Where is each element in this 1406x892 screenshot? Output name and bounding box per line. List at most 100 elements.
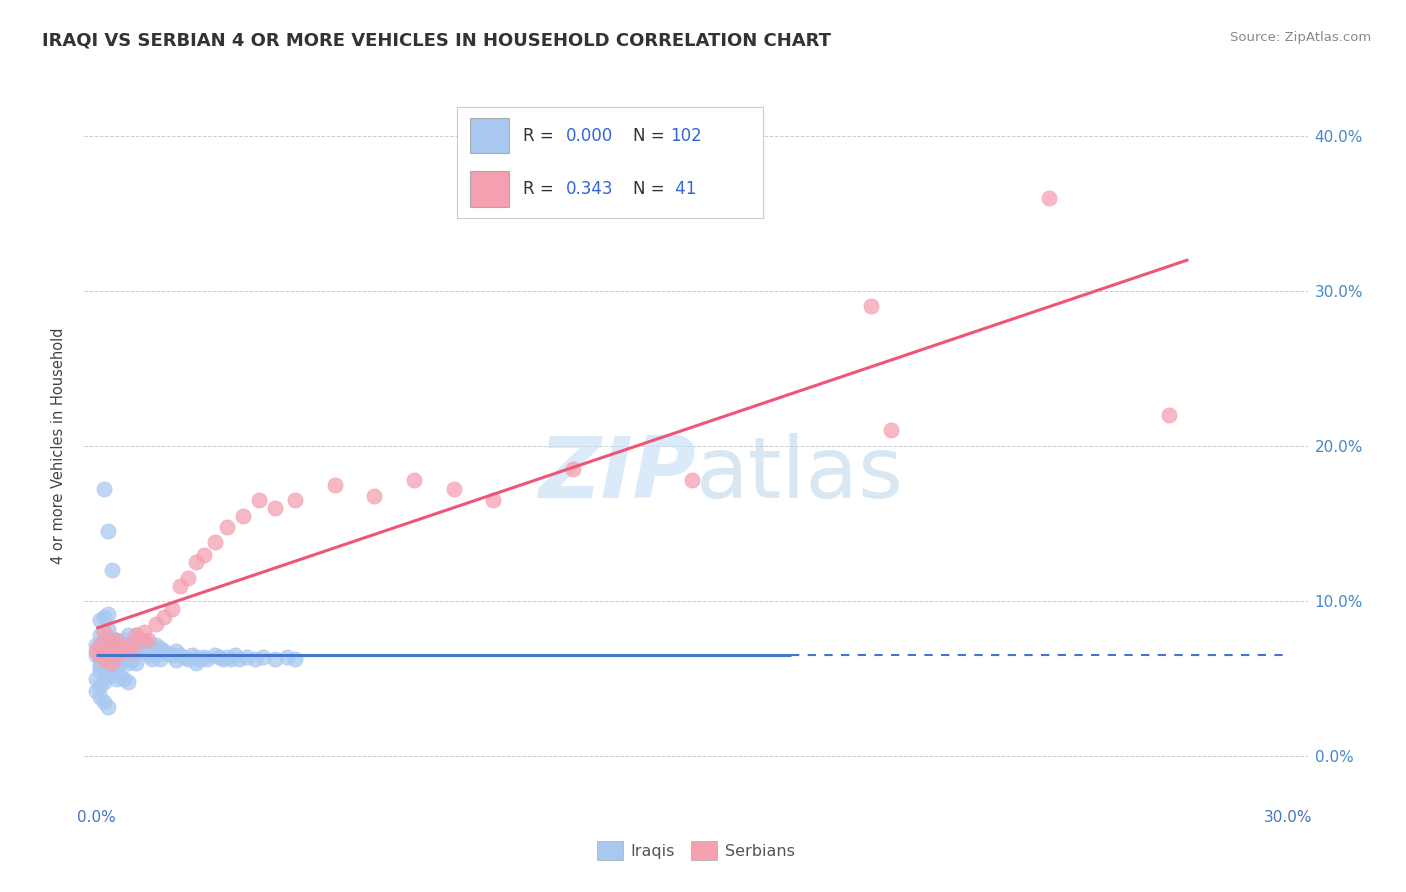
Point	[105, 648, 128, 663]
Point	[197, 651, 219, 665]
Point	[101, 640, 124, 655]
Text: ZIP: ZIP	[538, 433, 696, 516]
Point	[156, 647, 179, 661]
Point	[152, 644, 174, 658]
Point	[204, 535, 226, 549]
Point	[108, 640, 131, 655]
Point	[117, 674, 139, 689]
Point	[121, 644, 143, 658]
Point	[284, 493, 307, 508]
Point	[132, 625, 155, 640]
Point	[93, 653, 115, 667]
Point	[193, 548, 215, 562]
Point	[443, 483, 465, 497]
Point	[165, 653, 187, 667]
Point	[217, 519, 239, 533]
Point	[84, 638, 107, 652]
Point	[165, 644, 187, 658]
Point	[224, 648, 246, 663]
Point	[101, 656, 124, 670]
Point	[482, 493, 505, 508]
Point	[402, 473, 425, 487]
Point	[136, 648, 159, 663]
Point	[105, 653, 128, 667]
Point	[145, 617, 167, 632]
Point	[252, 650, 274, 665]
Point	[132, 645, 155, 659]
Text: 102: 102	[671, 127, 702, 145]
Point	[121, 653, 143, 667]
Point	[93, 664, 115, 678]
Point	[89, 638, 111, 652]
Point	[97, 699, 120, 714]
Point	[149, 640, 172, 655]
Point	[173, 650, 195, 665]
Point	[97, 659, 120, 673]
Point	[176, 571, 198, 585]
Point	[84, 644, 107, 658]
Point	[97, 524, 120, 539]
Point	[101, 656, 124, 670]
Point	[125, 628, 148, 642]
Point	[152, 609, 174, 624]
Point	[125, 656, 148, 670]
Point	[125, 647, 148, 661]
Point	[217, 650, 239, 665]
Point	[129, 632, 152, 647]
Point	[561, 462, 583, 476]
Point	[101, 664, 124, 678]
Point	[879, 424, 901, 438]
Point	[112, 653, 135, 667]
Point	[121, 634, 143, 648]
Point	[236, 650, 259, 665]
Point	[84, 672, 107, 686]
Point	[108, 656, 131, 670]
Point	[97, 668, 120, 682]
Point	[101, 665, 124, 680]
Point	[89, 659, 111, 673]
Point	[93, 674, 115, 689]
Point	[228, 651, 250, 665]
Point	[243, 651, 266, 665]
Text: 0.000: 0.000	[567, 127, 613, 145]
Point	[93, 695, 115, 709]
Text: N =: N =	[633, 127, 671, 145]
Point	[93, 648, 115, 663]
Point	[184, 555, 207, 569]
Point	[97, 648, 120, 663]
Point	[89, 628, 111, 642]
Point	[108, 668, 131, 682]
Point	[84, 648, 107, 663]
Point	[129, 632, 152, 647]
Point	[105, 662, 128, 676]
Point	[112, 644, 135, 658]
Point	[208, 650, 231, 665]
Legend: Iraqis, Serbians: Iraqis, Serbians	[591, 835, 801, 866]
Point	[93, 656, 115, 670]
Point	[276, 650, 298, 665]
Point	[681, 473, 703, 487]
Point	[101, 632, 124, 646]
Point	[1157, 408, 1180, 422]
Point	[89, 690, 111, 705]
Y-axis label: 4 or more Vehicles in Household: 4 or more Vehicles in Household	[51, 327, 66, 565]
Point	[89, 653, 111, 667]
Point	[101, 638, 124, 652]
Text: 0.343: 0.343	[567, 180, 613, 198]
Point	[105, 644, 128, 658]
Point	[93, 625, 115, 640]
Point	[108, 636, 131, 650]
Point	[97, 632, 120, 647]
Point	[129, 644, 152, 658]
Point	[232, 508, 254, 523]
Point	[93, 609, 115, 624]
Text: IRAQI VS SERBIAN 4 OR MORE VEHICLES IN HOUSEHOLD CORRELATION CHART: IRAQI VS SERBIAN 4 OR MORE VEHICLES IN H…	[42, 31, 831, 49]
Point	[97, 644, 120, 658]
Point	[193, 650, 215, 665]
Point	[145, 638, 167, 652]
Point	[125, 638, 148, 652]
Point	[105, 672, 128, 686]
Point	[160, 648, 183, 663]
Text: Source: ZipAtlas.com: Source: ZipAtlas.com	[1230, 31, 1371, 45]
Point	[93, 640, 115, 655]
